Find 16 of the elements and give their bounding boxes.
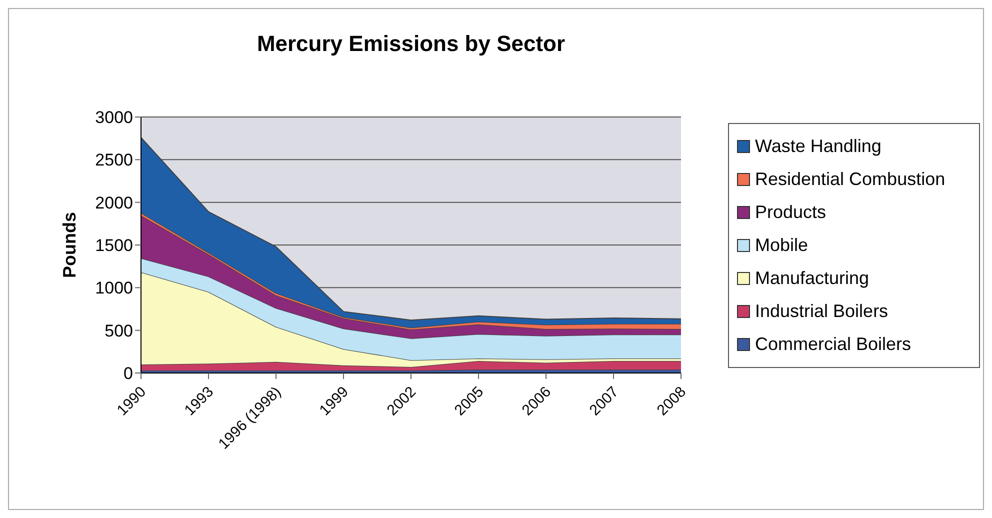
y-axis-title: Pounds <box>59 212 80 278</box>
legend-label: Waste Handling <box>755 136 882 157</box>
y-tick-label: 3000 <box>95 108 133 128</box>
y-tick-label: 500 <box>104 321 133 340</box>
y-tick-label: 1500 <box>95 236 133 256</box>
legend-label: Mobile <box>755 235 808 256</box>
y-tick-label: 2500 <box>95 150 133 170</box>
y-tick-label: 0 <box>124 364 133 384</box>
legend-label: Industrial Boilers <box>755 301 888 322</box>
legend-label: Products <box>755 202 826 223</box>
y-tick-label: 1000 <box>95 278 133 298</box>
legend-label: Manufacturing <box>755 268 870 289</box>
legend-label: Commercial Boilers <box>755 334 912 355</box>
y-tick-label: 2000 <box>95 193 133 212</box>
legend-label: Residential Combustion <box>755 169 946 190</box>
chart-title: Mercury Emissions by Sector <box>256 31 566 57</box>
